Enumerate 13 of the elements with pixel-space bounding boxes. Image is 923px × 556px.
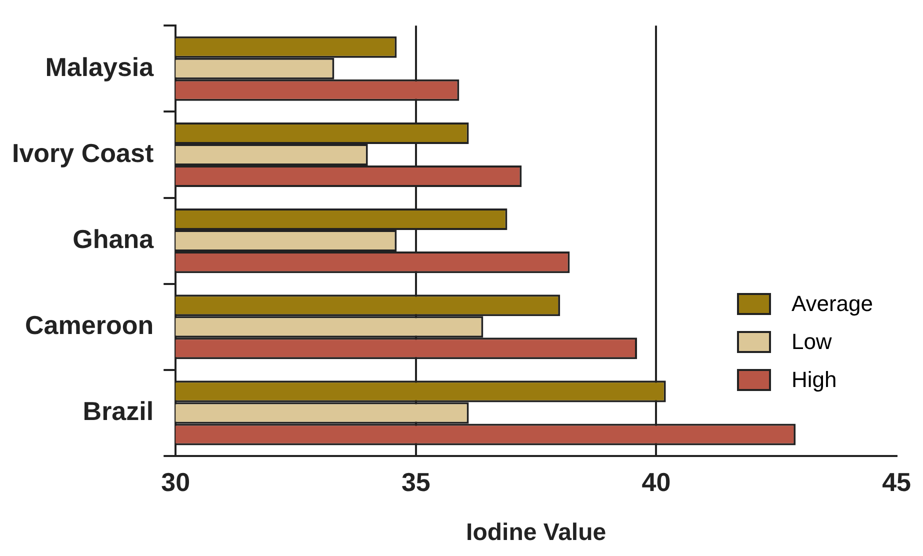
legend-label: High [791,367,837,393]
legend-label: Low [791,329,832,355]
legend-label: Average [791,291,873,317]
y-tick-label: Cameroon [25,310,154,340]
y-tick-label: Ghana [72,224,154,254]
y-tick-label: Ivory Coast [12,138,154,168]
x-axis-title: Iodine Value [466,519,606,546]
x-tick-label: 30 [161,466,190,497]
y-tick-label: Malaysia [45,52,154,82]
x-tick-label: 40 [642,466,671,497]
x-tick-label: 45 [882,466,911,497]
y-tick-label: Brazil [82,396,154,426]
x-tick-label: 35 [401,466,430,497]
